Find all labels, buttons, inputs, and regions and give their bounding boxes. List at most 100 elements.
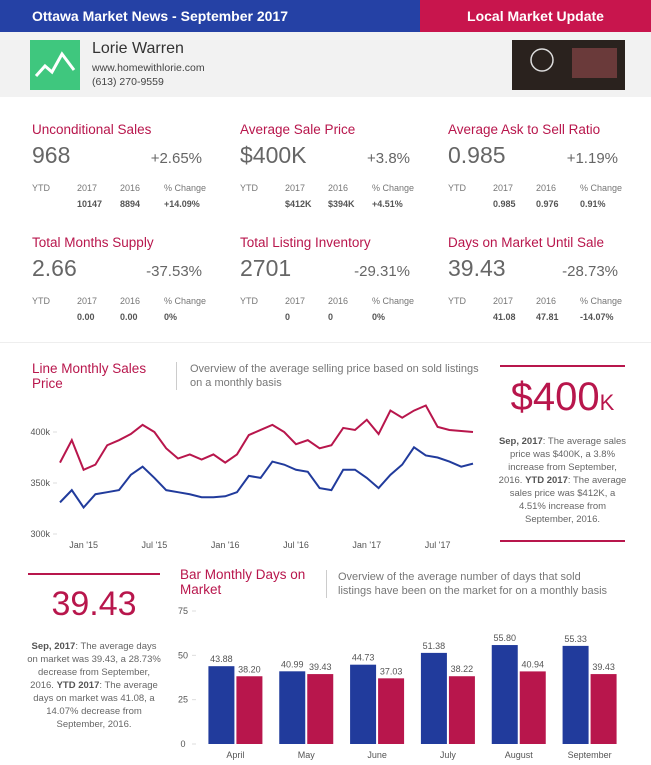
- ytd-header: 2016: [120, 183, 141, 193]
- ytd-header: 2017: [493, 296, 514, 306]
- ytd-value: 0.00: [120, 312, 138, 322]
- stat-value: 0.985: [448, 142, 506, 168]
- callout-rule: [28, 573, 160, 575]
- agent-phone: (613) 270-9559: [92, 76, 164, 88]
- stat-label: Average Ask to Sell Ratio: [448, 122, 601, 137]
- ytd-header: 2017: [77, 183, 98, 193]
- bar-value-label: 37.03: [380, 666, 403, 676]
- line-description: Overview of the average selling price ba…: [190, 363, 479, 389]
- bar-value-label: 39.43: [592, 662, 615, 672]
- ytd-header: % Change: [580, 183, 623, 193]
- callout-unit: K: [599, 390, 615, 415]
- callout-value: $400K: [500, 375, 625, 420]
- x-tick-label: Jan '15: [69, 540, 98, 550]
- stat-label: Days on Market Until Sale: [448, 235, 605, 250]
- y-tick-label: 400k: [30, 427, 50, 437]
- x-tick-label: August: [505, 750, 534, 760]
- bar-value-label: 44.73: [352, 653, 375, 663]
- bar: [420, 652, 447, 744]
- separator: [176, 362, 177, 390]
- bar-value-label: 43.88: [210, 654, 233, 664]
- x-tick-label: Jul '17: [425, 540, 451, 550]
- bar: [562, 645, 589, 744]
- stat-change: +1.19%: [566, 150, 618, 167]
- ytd-value: $412K: [285, 199, 312, 209]
- ytd-header: 2016: [536, 296, 557, 306]
- y-tick-label: 350k: [30, 478, 50, 488]
- ytd-value: 10147: [77, 199, 103, 209]
- stat-change: +2.65%: [150, 150, 202, 167]
- bar: [350, 664, 377, 744]
- ytd-header: % Change: [372, 296, 415, 306]
- x-tick-label: April: [226, 750, 244, 760]
- stat-value: 39.43: [448, 255, 506, 281]
- ytd-header: % Change: [372, 183, 415, 193]
- header-badge: Local Market Update: [420, 0, 651, 32]
- ytd-value: +14.09%: [164, 199, 200, 209]
- ytd-header: 2016: [536, 183, 557, 193]
- bar: [279, 671, 306, 744]
- ytd-header: YTD: [32, 183, 50, 193]
- summary-text: : The average sales price was $412K, a 4…: [509, 475, 627, 525]
- ytd-value: 0%: [372, 312, 386, 322]
- ytd-value: 0.91%: [580, 199, 606, 209]
- agent-name: Lorie Warren: [92, 40, 184, 57]
- bar: [307, 674, 334, 744]
- bar: [590, 674, 617, 744]
- stat-label: Unconditional Sales: [32, 122, 152, 137]
- stat-change: -29.31%: [354, 263, 410, 280]
- bar-value-label: 39.43: [309, 662, 332, 672]
- ytd-header: 2016: [120, 296, 141, 306]
- ytd-header: 2017: [285, 296, 306, 306]
- summary-bold: YTD 2017: [56, 680, 100, 691]
- y-tick-label: 300k: [30, 529, 50, 539]
- summary-bold: Sep, 2017: [498, 436, 543, 447]
- summary-bold: YTD 2017: [525, 475, 568, 486]
- ytd-header: 2017: [285, 183, 306, 193]
- stat-label: Average Sale Price: [240, 122, 356, 137]
- ytd-value: $394K: [328, 199, 355, 209]
- ytd-header: YTD: [240, 183, 258, 193]
- stat-value: $400K: [240, 142, 307, 168]
- ytd-value: -14.07%: [580, 312, 614, 322]
- ytd-value: 0: [285, 312, 291, 322]
- series-line: [59, 404, 474, 472]
- x-tick-label: July: [440, 750, 457, 760]
- stat-change: -28.73%: [562, 263, 618, 280]
- y-tick-label: 0: [180, 739, 185, 749]
- ytd-value: 8894: [120, 199, 141, 209]
- header-title: Ottawa Market News - September 2017: [32, 8, 288, 24]
- ytd-value: +4.51%: [372, 199, 403, 209]
- ytd-header: YTD: [448, 296, 466, 306]
- ytd-value: 0%: [164, 312, 178, 322]
- stat-value: 968: [32, 142, 71, 168]
- bar-value-label: 38.20: [238, 664, 261, 674]
- ytd-value: 0.985: [493, 199, 516, 209]
- x-tick-label: May: [298, 750, 316, 760]
- summary-text: : The average days on market was 41.08, …: [33, 680, 158, 730]
- bar: [378, 678, 405, 744]
- bar: [519, 671, 546, 744]
- agent-website: www.homewithlorie.com: [92, 62, 205, 74]
- ytd-header: YTD: [240, 296, 258, 306]
- divider: [0, 342, 651, 343]
- callout-number: $400: [510, 375, 600, 419]
- bar-value-label: 55.80: [493, 633, 516, 643]
- x-tick-label: Jul '16: [283, 540, 309, 550]
- stat-change: +3.8%: [367, 150, 410, 167]
- ytd-header: 2016: [328, 183, 349, 193]
- ytd-value: 41.08: [493, 312, 516, 322]
- stat-value: 2701: [240, 255, 292, 281]
- callout-rule: [500, 365, 625, 367]
- bar: [491, 645, 518, 744]
- ytd-header: YTD: [448, 183, 466, 193]
- stat-label: Total Listing Inventory: [240, 235, 371, 250]
- bar: [448, 676, 475, 744]
- price-summary: Sep, 2017 : The average sales price was $…: [496, 435, 629, 526]
- separator: [326, 570, 327, 598]
- ytd-header: % Change: [164, 296, 207, 306]
- bar-value-label: 55.33: [564, 634, 587, 644]
- agent-logo: [30, 40, 80, 90]
- bar-value-label: 40.94: [521, 659, 544, 669]
